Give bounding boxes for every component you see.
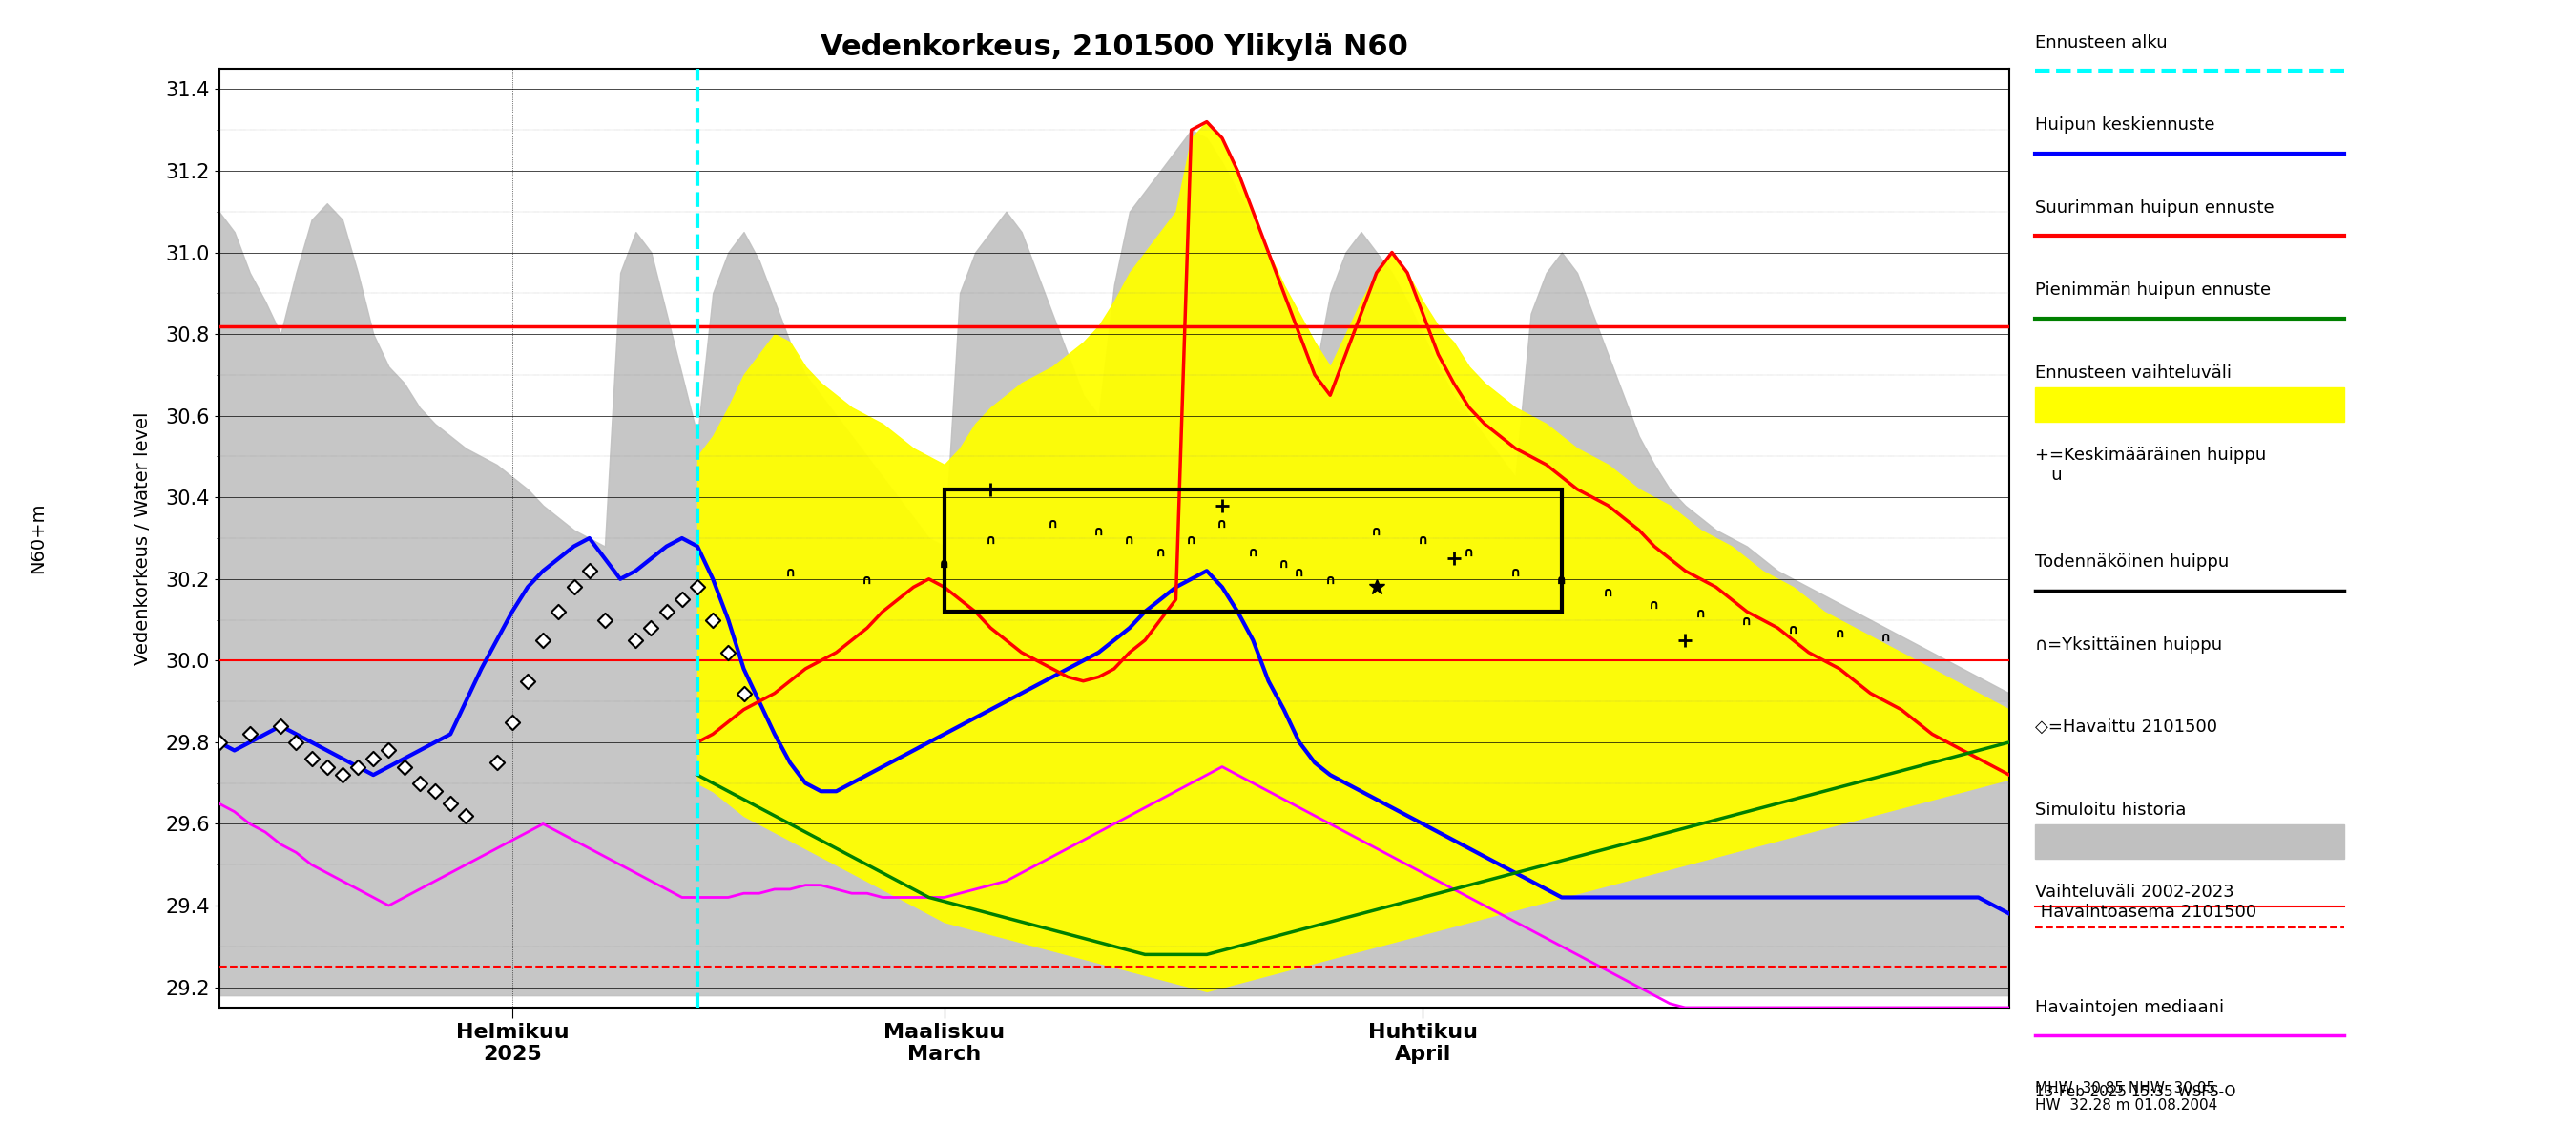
Point xyxy=(708,643,750,662)
Point xyxy=(523,631,564,649)
Text: ∩: ∩ xyxy=(1185,532,1198,546)
Text: Ennusteen alku: Ennusteen alku xyxy=(2035,34,2166,52)
Text: Huipun keskiennuste: Huipun keskiennuste xyxy=(2035,117,2215,134)
Point xyxy=(492,712,533,731)
Text: ∩: ∩ xyxy=(863,574,873,587)
Text: ∩: ∩ xyxy=(1324,574,1334,587)
Point xyxy=(399,774,440,792)
Point xyxy=(198,733,240,751)
Text: ∩: ∩ xyxy=(984,532,997,546)
Point xyxy=(724,684,765,702)
Text: 13-Feb-2025 15:35 WSFS-O: 13-Feb-2025 15:35 WSFS-O xyxy=(2035,1085,2236,1099)
Point xyxy=(384,758,425,776)
Text: Vaihteluväli 2002-2023
 Havaintoasema 2101500: Vaihteluväli 2002-2023 Havaintoasema 210… xyxy=(2035,884,2257,921)
Text: MHW  30.85 NHW  30.05
HW  32.28 m 01.08.2004: MHW 30.85 NHW 30.05 HW 32.28 m 01.08.200… xyxy=(2035,1081,2218,1112)
Text: ∩: ∩ xyxy=(1510,566,1520,579)
Point xyxy=(693,610,734,629)
Bar xyxy=(2035,824,2344,859)
Point xyxy=(415,782,456,800)
Point xyxy=(368,741,410,759)
Text: ∩: ∩ xyxy=(1649,599,1659,611)
Text: ∩: ∩ xyxy=(1880,631,1891,645)
Text: ∩: ∩ xyxy=(1602,586,1613,599)
Text: Pienimmän huipun ennuste: Pienimmän huipun ennuste xyxy=(2035,282,2272,299)
Point xyxy=(276,733,317,751)
Text: ∩: ∩ xyxy=(1247,545,1260,559)
Point xyxy=(677,578,719,597)
Text: ∩=Yksittäinen huippu: ∩=Yksittäinen huippu xyxy=(2035,637,2223,654)
Text: ∩: ∩ xyxy=(1834,626,1844,640)
Text: ∩: ∩ xyxy=(1046,516,1059,530)
Point xyxy=(616,631,657,649)
Point xyxy=(322,766,363,784)
Text: ∩: ∩ xyxy=(1695,607,1705,619)
Text: ∩: ∩ xyxy=(786,566,796,579)
Text: ∩: ∩ xyxy=(1293,566,1303,579)
Text: ∩: ∩ xyxy=(1417,532,1427,546)
Point xyxy=(631,618,672,637)
Text: ∩: ∩ xyxy=(1092,524,1105,538)
Point xyxy=(353,750,394,768)
Bar xyxy=(2035,387,2344,421)
Point xyxy=(260,717,301,735)
Point xyxy=(291,750,332,768)
Point xyxy=(538,602,580,621)
Point xyxy=(569,562,611,581)
Title: Vedenkorkeus, 2101500 Ylikylä N60: Vedenkorkeus, 2101500 Ylikylä N60 xyxy=(819,33,1409,61)
Point xyxy=(337,758,379,776)
Text: ∩: ∩ xyxy=(1741,615,1752,627)
Text: ∩: ∩ xyxy=(1370,524,1381,538)
Point xyxy=(229,725,270,743)
Point xyxy=(446,806,487,824)
Point xyxy=(430,795,471,813)
Text: ∩: ∩ xyxy=(1278,558,1288,571)
Text: ∩: ∩ xyxy=(1216,516,1229,530)
Text: +=Keskimääräinen huippu
   u: +=Keskimääräinen huippu u xyxy=(2035,447,2267,483)
Text: Ennusteen vaihteluväli: Ennusteen vaihteluväli xyxy=(2035,364,2231,381)
Text: Todennäköinen huippu: Todennäköinen huippu xyxy=(2035,554,2228,571)
Text: ∩: ∩ xyxy=(940,558,951,571)
Text: ∩: ∩ xyxy=(1788,623,1798,637)
Point xyxy=(585,610,626,629)
Text: ∩: ∩ xyxy=(1154,545,1167,559)
Point xyxy=(554,578,595,597)
Text: ∩: ∩ xyxy=(1556,574,1566,587)
Text: Havaintojen mediaani: Havaintojen mediaani xyxy=(2035,998,2223,1016)
Point xyxy=(662,590,703,608)
Point xyxy=(477,753,518,772)
Text: ∩: ∩ xyxy=(1123,532,1136,546)
Point xyxy=(307,758,348,776)
Y-axis label: N60+m




Vedenkorkeus / Water level: N60+m Vedenkorkeus / Water level xyxy=(28,411,152,665)
Bar xyxy=(945,489,1561,611)
Text: ◇=Havaittu 2101500: ◇=Havaittu 2101500 xyxy=(2035,719,2218,736)
Point xyxy=(647,602,688,621)
Text: Simuloitu historia: Simuloitu historia xyxy=(2035,802,2187,819)
Point xyxy=(507,672,549,690)
Text: ∩: ∩ xyxy=(1463,545,1473,559)
Text: Suurimman huipun ennuste: Suurimman huipun ennuste xyxy=(2035,199,2275,216)
